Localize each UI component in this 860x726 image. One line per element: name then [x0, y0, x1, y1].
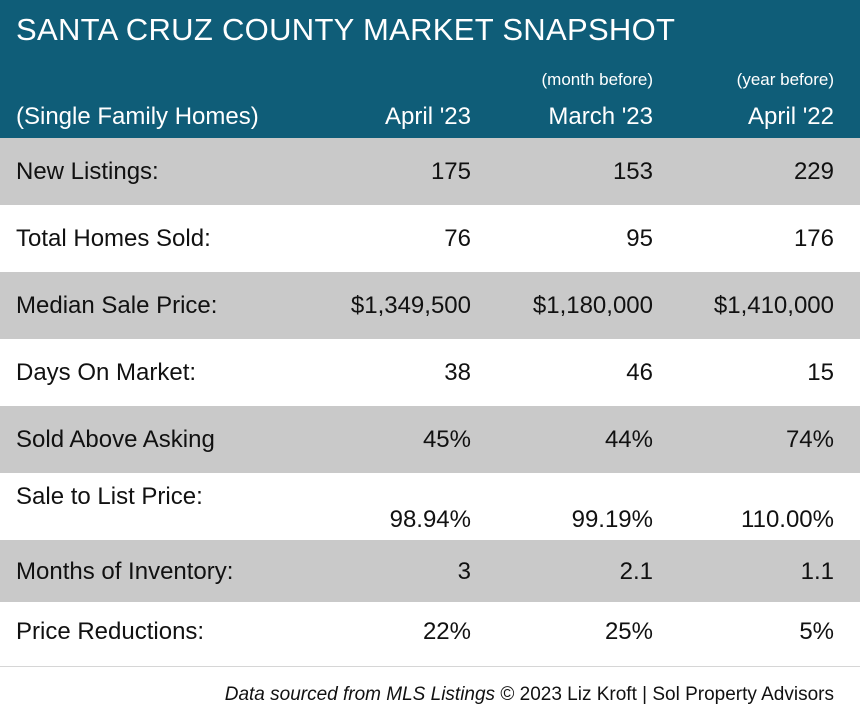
- cell-value: 76: [444, 225, 471, 252]
- cell-value: 98.94%: [389, 506, 471, 533]
- footer-divider: [0, 666, 860, 667]
- cell-value: 22%: [422, 618, 471, 645]
- cell-value: 229: [793, 158, 834, 185]
- column-header-april-23: April '23: [385, 103, 471, 130]
- table-row-price-reductions: Price Reductions: 22% 25% 5%: [0, 602, 860, 662]
- cell-value: 175: [430, 158, 471, 185]
- table-subtitle: (Single Family Homes): [16, 103, 259, 130]
- row-label: Total Homes Sold:: [16, 225, 211, 252]
- cell-value: 38: [444, 359, 471, 386]
- cell-value: 95: [626, 225, 653, 252]
- footer-credit: Data sourced from MLS Listings © 2023 Li…: [225, 684, 834, 706]
- cell-value: 110.00%: [741, 506, 834, 533]
- cell-value: 3: [457, 558, 471, 585]
- copyright-note: © 2023 Liz Kroft | Sol Property Advisors: [500, 684, 834, 705]
- cell-value: $1,180,000: [532, 292, 653, 319]
- page-title: SANTA CRUZ COUNTY MARKET SNAPSHOT: [16, 12, 676, 47]
- row-label: Days On Market:: [16, 359, 197, 386]
- cell-value: 44%: [604, 426, 653, 453]
- column-note-april-22: (year before): [736, 70, 834, 89]
- row-label: New Listings:: [16, 158, 159, 185]
- header-banner: SANTA CRUZ COUNTY MARKET SNAPSHOT (month…: [0, 0, 860, 138]
- column-header-april-22: April '22: [748, 103, 834, 130]
- cell-value: 25%: [604, 618, 653, 645]
- cell-value: 45%: [422, 426, 471, 453]
- table-row-sold-above-asking: Sold Above Asking 45% 44% 74%: [0, 406, 860, 473]
- cell-value: 5%: [799, 618, 834, 645]
- row-label: Months of Inventory:: [16, 558, 234, 585]
- cell-value: $1,410,000: [713, 292, 834, 319]
- cell-value: 46: [626, 359, 653, 386]
- table-row-median-sale-price: Median Sale Price: $1,349,500 $1,180,000…: [0, 272, 860, 339]
- row-label: Sale to List Price:: [16, 483, 203, 510]
- table-row-total-homes-sold: Total Homes Sold: 76 95 176: [0, 205, 860, 272]
- row-label: Sold Above Asking: [16, 426, 215, 453]
- cell-value: 74%: [785, 426, 834, 453]
- cell-value: 15: [807, 359, 834, 386]
- column-header-march-23: March '23: [548, 103, 653, 130]
- table-row-sale-to-list-price: Sale to List Price: 98.94% 99.19% 110.00…: [0, 473, 860, 540]
- cell-value: 1.1: [800, 558, 834, 585]
- row-label: Median Sale Price:: [16, 292, 218, 319]
- table-row-months-of-inventory: Months of Inventory: 3 2.1 1.1: [0, 540, 860, 602]
- table-row-new-listings: New Listings: 175 153 229: [0, 138, 860, 205]
- cell-value: 153: [612, 158, 653, 185]
- cell-value: $1,349,500: [350, 292, 471, 319]
- stats-table: New Listings: 175 153 229 Total Homes So…: [0, 138, 860, 662]
- cell-value: 2.1: [619, 558, 653, 585]
- cell-value: 176: [793, 225, 834, 252]
- cell-value: 99.19%: [571, 506, 653, 533]
- table-row-days-on-market: Days On Market: 38 46 15: [0, 339, 860, 406]
- row-label: Price Reductions:: [16, 618, 205, 645]
- data-source-note: Data sourced from MLS Listings: [224, 684, 496, 705]
- column-note-march: (month before): [541, 70, 654, 89]
